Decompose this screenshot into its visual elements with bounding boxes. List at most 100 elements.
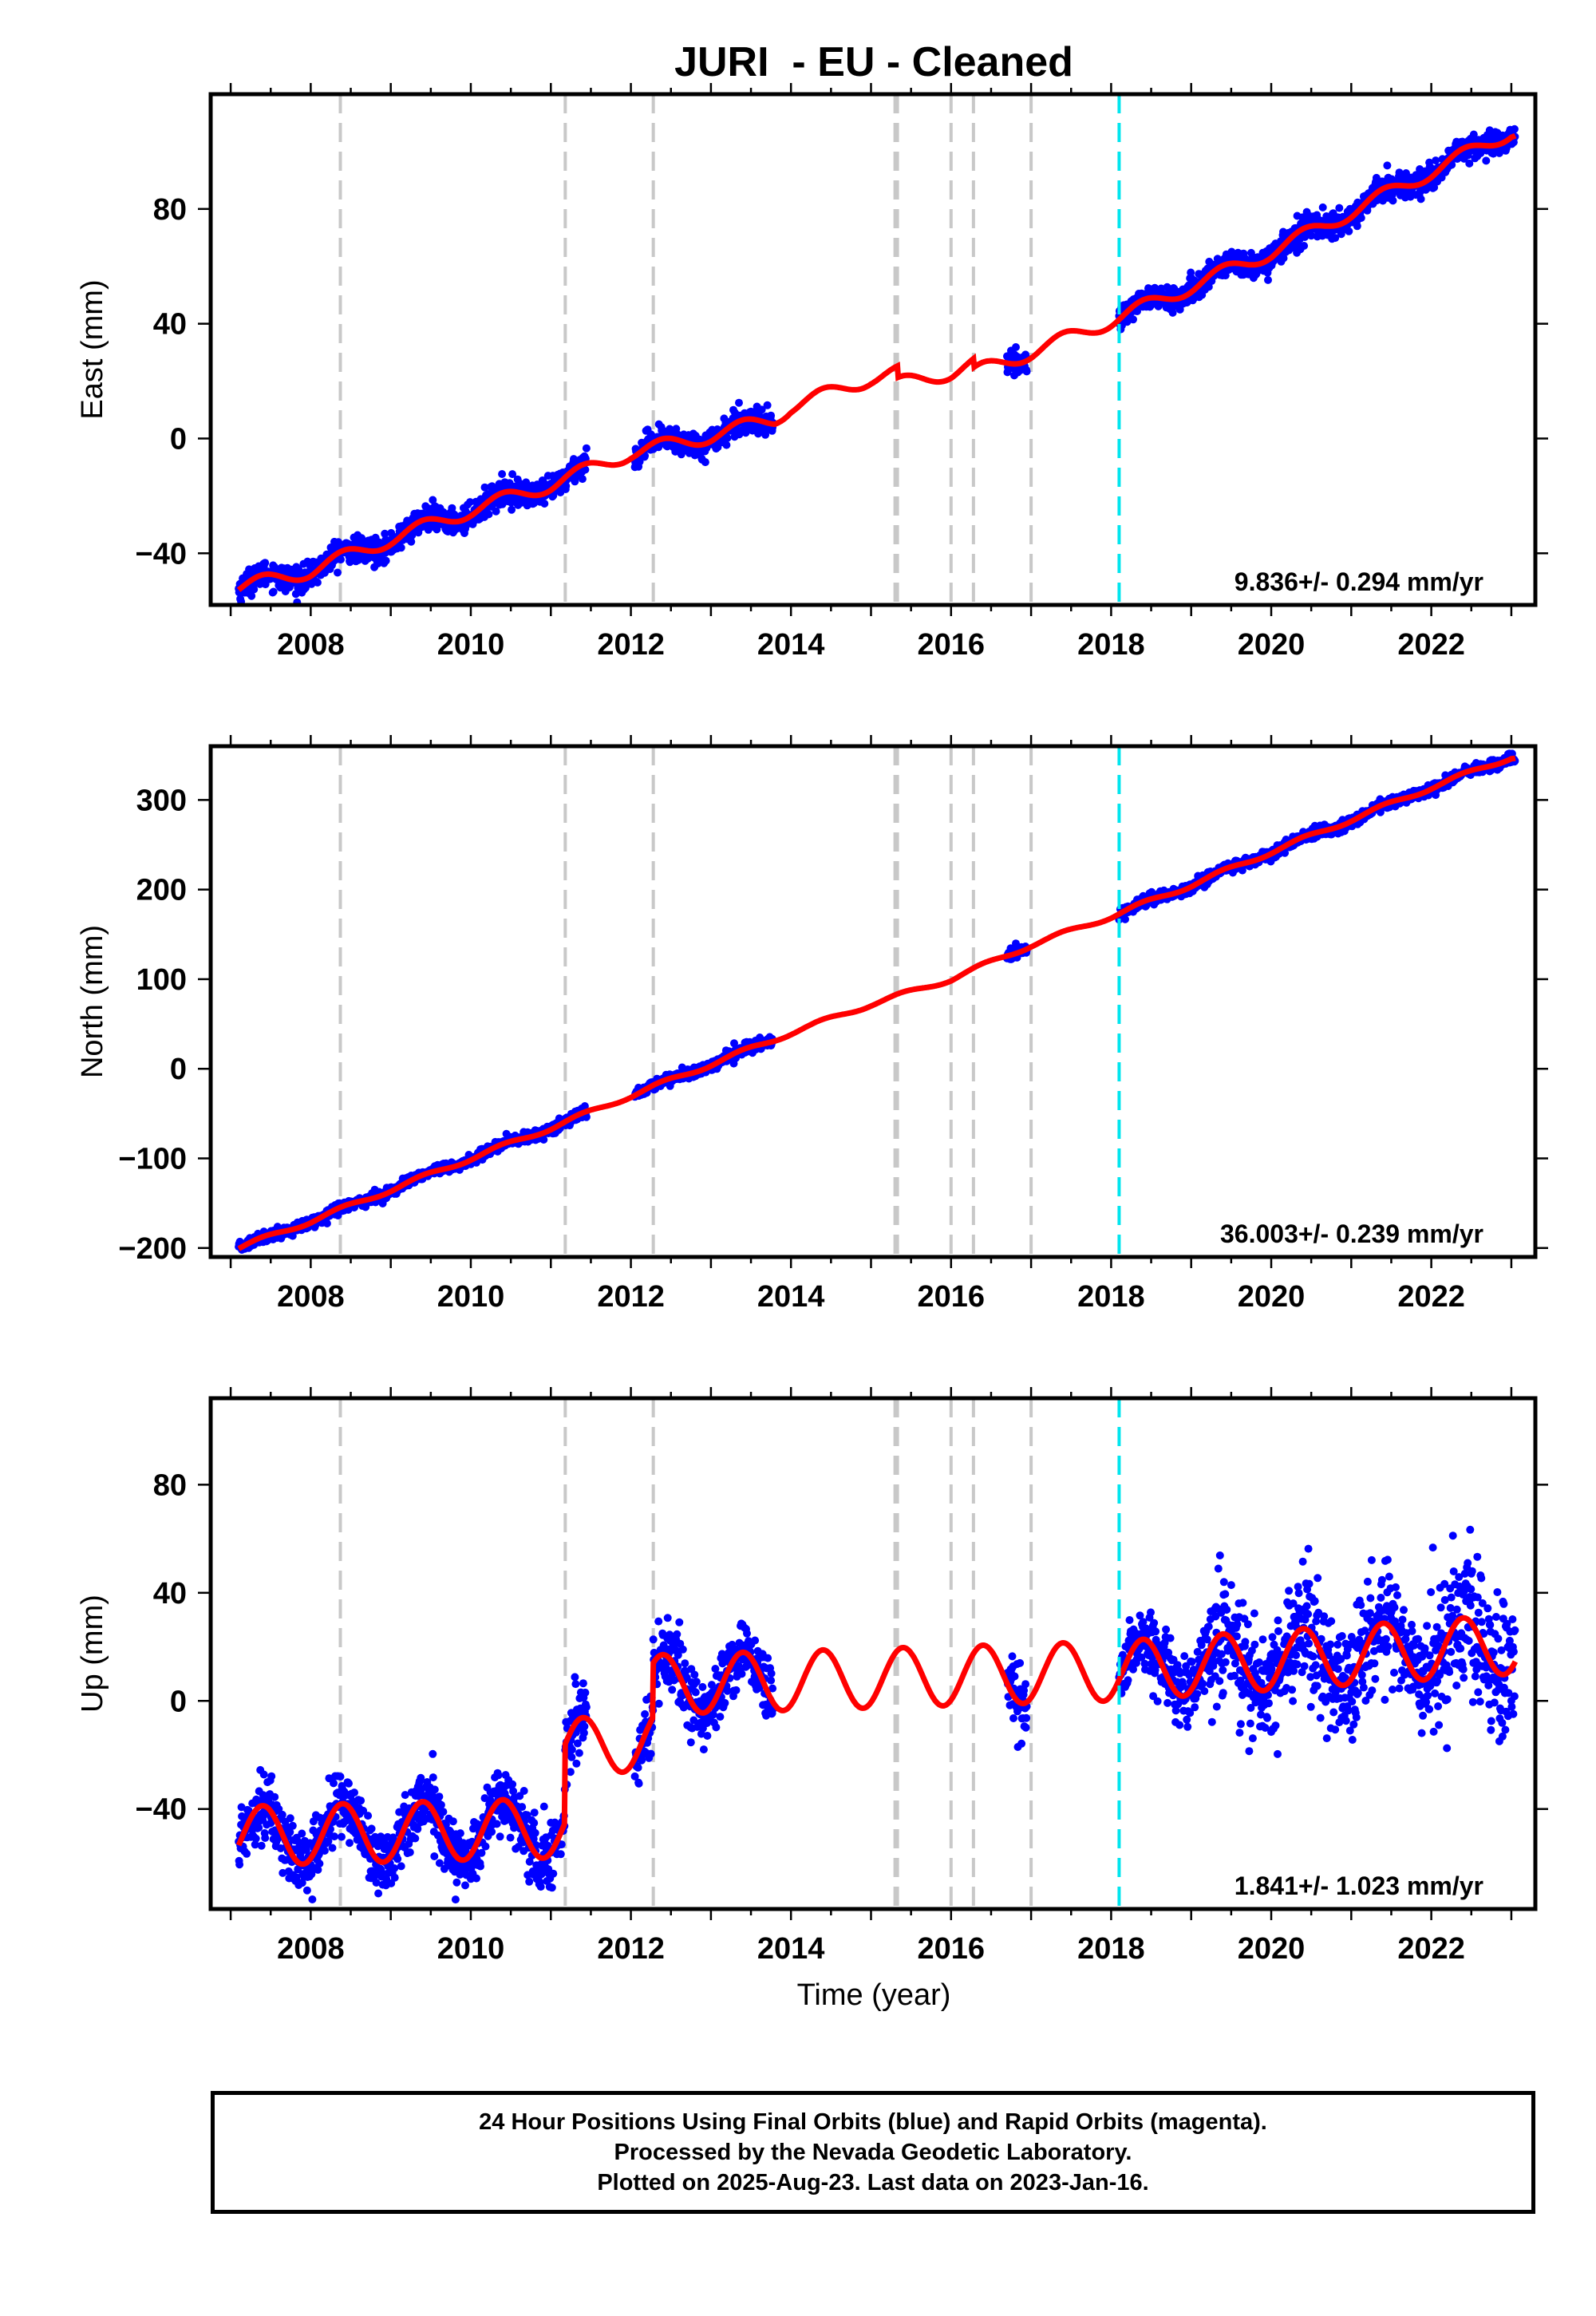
observation-point (313, 578, 322, 587)
observation-point (320, 1847, 329, 1855)
y-axis-label: North (mm) (76, 925, 109, 1078)
velocity-annotation: 36.003+/- 0.239 mm/yr (1220, 1219, 1483, 1248)
observation-point (338, 1832, 346, 1841)
observation-point (271, 563, 279, 572)
observation-point (397, 543, 405, 552)
observation-point (381, 556, 390, 565)
y-tick-label: −200 (118, 1232, 187, 1266)
observation-point (269, 587, 278, 596)
observation-point (322, 1219, 331, 1227)
observation-point (302, 1886, 311, 1895)
observation-point (582, 444, 591, 453)
observation-point (271, 1792, 279, 1801)
observation-point (261, 559, 270, 567)
observation-point (466, 498, 474, 507)
observation-point (267, 1772, 276, 1780)
observation-point (334, 568, 342, 577)
observation-points (235, 1525, 1519, 1904)
velocity-annotation: 9.836+/- 0.294 mm/yr (1235, 567, 1483, 596)
observation-point (1279, 254, 1288, 263)
observation-point (1469, 130, 1478, 139)
observation-point (723, 433, 732, 442)
observation-point (722, 441, 731, 449)
observation-point (1335, 204, 1344, 212)
observation-point (1121, 915, 1129, 923)
observation-point (1168, 308, 1177, 317)
x-tick-label: 2014 (757, 628, 825, 662)
observation-point (336, 1773, 345, 1781)
y-tick-label: 0 (170, 422, 187, 456)
observation-point (429, 496, 437, 504)
observation-point (286, 1814, 294, 1823)
observation-point (330, 1832, 338, 1841)
observation-point (1482, 156, 1491, 165)
x-tick-label: 2020 (1238, 1280, 1306, 1314)
observation-point (498, 470, 507, 478)
y-axis-label: East (mm) (76, 279, 109, 419)
observation-point (562, 482, 571, 490)
observation-point (1430, 183, 1439, 192)
observation-point (337, 555, 345, 564)
observation-point (730, 1039, 738, 1048)
observation-point (1331, 234, 1340, 243)
observation-point (1129, 315, 1137, 324)
observation-point (1123, 318, 1132, 326)
observation-point (288, 1821, 297, 1830)
observation-point (328, 1844, 337, 1852)
x-tick-label: 2016 (918, 628, 986, 662)
observation-point (251, 1834, 260, 1843)
x-tick-label: 2020 (1238, 628, 1306, 662)
observation-point (1300, 242, 1309, 250)
up-panel: 2008 2010 2012 2014 2016 2018 2020 2022−4004080… (76, 1387, 1548, 1966)
observation-point (407, 537, 416, 546)
y-tick-label: 40 (153, 308, 187, 342)
observation-point (243, 1849, 251, 1858)
observation-point (540, 500, 549, 508)
observation-point (1465, 159, 1474, 168)
observation-point (1383, 161, 1392, 170)
x-tick-label: 2010 (437, 628, 505, 662)
observation-point (1389, 196, 1397, 205)
y-tick-label: 0 (170, 1053, 187, 1086)
observation-point (235, 1860, 244, 1869)
y-tick-label: 300 (136, 784, 187, 817)
east-panel: 2008 2010 2012 2014 2016 2018 2020 2022−4004080… (76, 83, 1548, 662)
observation-point (492, 507, 500, 516)
observation-points (235, 124, 1519, 605)
observation-point (315, 1860, 324, 1868)
y-tick-label: 200 (136, 874, 187, 907)
observation-point (1264, 275, 1272, 284)
observation-point (581, 465, 590, 474)
x-tick-label: 2008 (277, 1280, 345, 1314)
observation-point (1012, 343, 1020, 351)
observation-point (448, 504, 456, 512)
observation-point (1432, 156, 1440, 165)
x-tick-label: 2014 (757, 1280, 825, 1314)
x-tick-label: 2018 (1077, 1280, 1145, 1314)
plot-frame (208, 92, 1538, 607)
y-tick-label: 100 (136, 963, 187, 997)
observation-point (259, 1770, 268, 1779)
north-panel: 2008 2010 2012 2014 2016 2018 2020 2022−200−100… (76, 735, 1548, 1314)
x-tick-label: 2018 (1077, 628, 1145, 662)
y-tick-label: 80 (153, 193, 187, 227)
observation-point (1510, 124, 1519, 133)
observation-point (701, 458, 709, 467)
y-tick-label: −40 (136, 537, 187, 571)
observation-point (735, 398, 743, 407)
observation-point (1163, 283, 1171, 291)
observation-point (1307, 231, 1316, 240)
observation-point (508, 505, 516, 514)
figure-title: JURI - EU - Cleaned (674, 39, 1073, 85)
observation-point (757, 405, 766, 414)
x-tick-label: 2008 (277, 628, 345, 662)
observation-point (539, 1136, 548, 1144)
observation-point (1353, 222, 1361, 231)
observation-point (763, 401, 772, 409)
observation-point (308, 1895, 317, 1903)
observation-point (508, 470, 517, 479)
observation-point (1318, 203, 1327, 211)
observation-point (291, 590, 300, 599)
observation-point (1416, 195, 1425, 204)
